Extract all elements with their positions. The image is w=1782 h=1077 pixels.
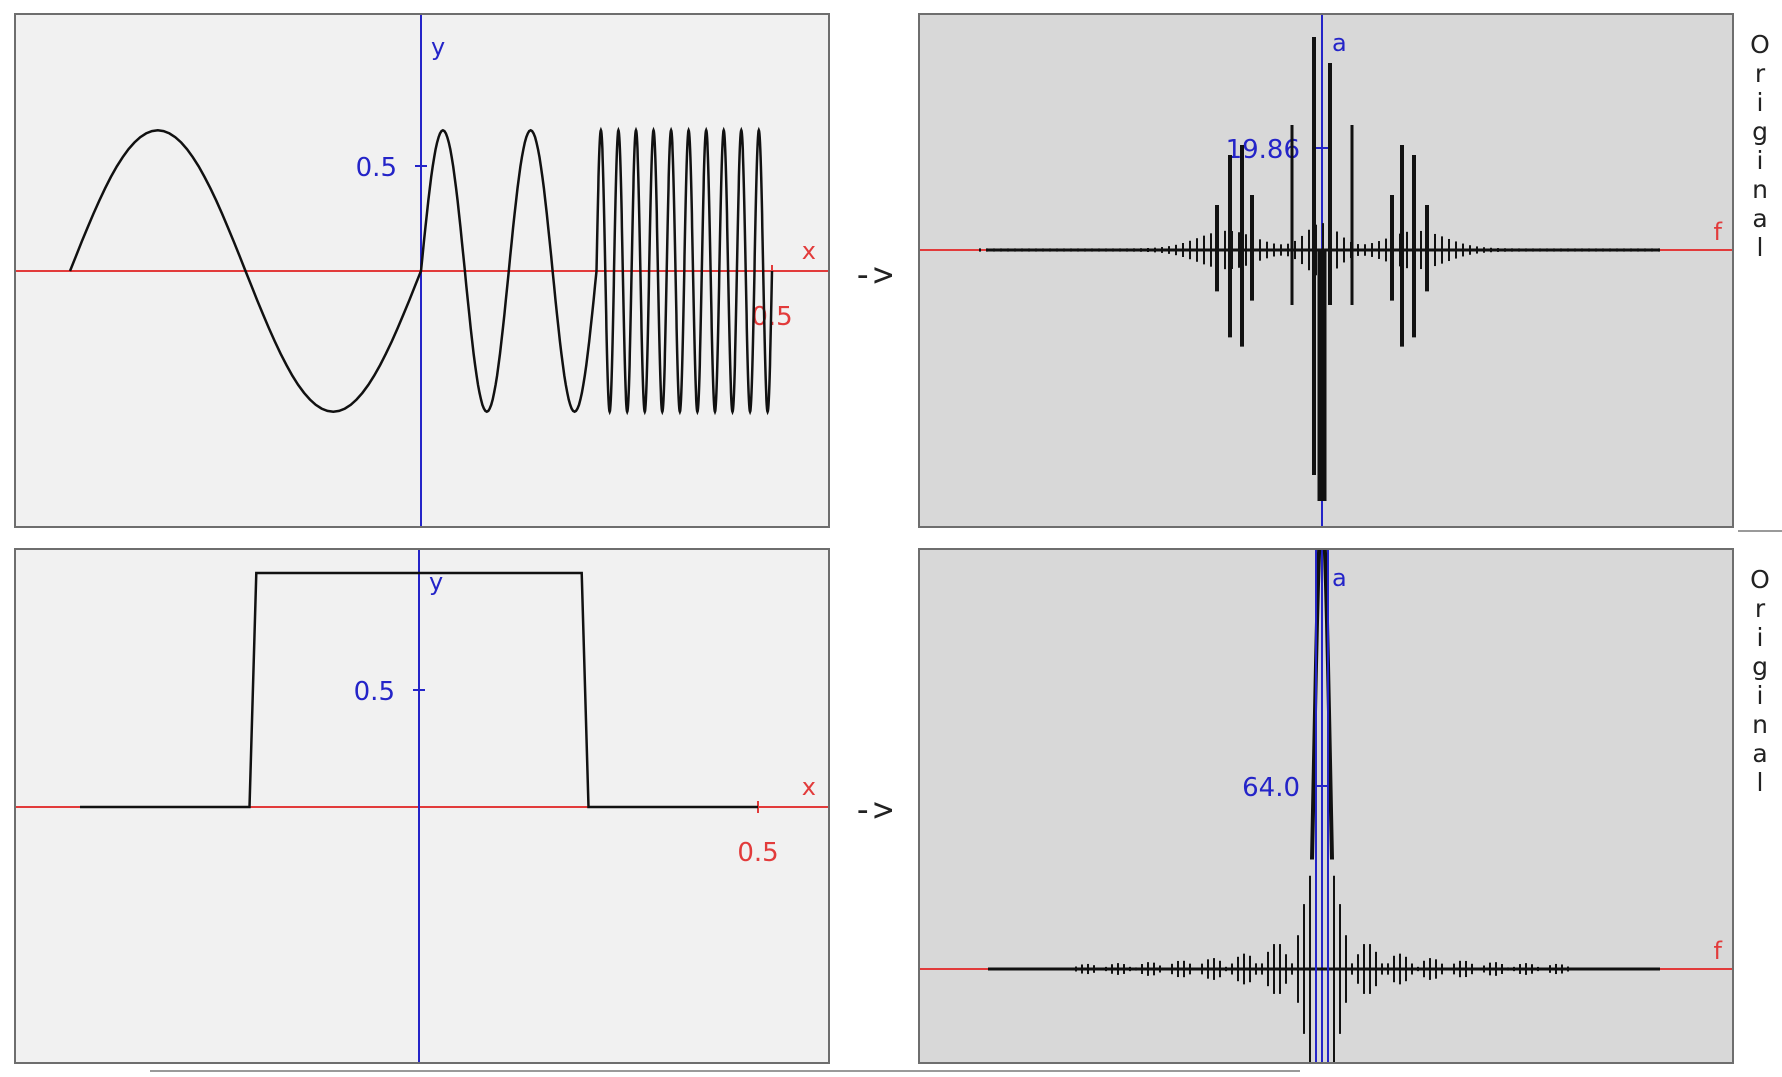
frequency-plot-pulse: 64.0 f a [918,548,1734,1064]
side-label-letter: i [1756,146,1764,175]
side-label-letter: g [1752,117,1768,146]
side-label-letter: O [1750,565,1770,594]
transform-arrow: -> [852,790,894,830]
f-axis-label: f [1714,937,1723,965]
pulse-signal-plot: 0.5 0.5 x y [16,550,828,1062]
side-label-letter: a [1752,204,1768,233]
frequency-plot-chirp: 19.86 f a [918,13,1734,528]
a-axis-label: a [1332,564,1347,592]
side-label-letter: n [1752,175,1768,204]
f-axis-label: f [1714,218,1723,246]
a-tick-label: 64.0 [1242,773,1300,803]
side-label-letter: a [1752,739,1768,768]
y-axis-label: y [431,33,445,61]
chirp-signal-plot: 0.50.5xy [16,15,828,526]
side-label-letter: l [1756,233,1764,262]
x-axis-label: x [802,773,816,801]
side-label-letter: O [1750,30,1770,59]
time-plot-chirp: 0.5 0.5 x y [14,13,830,528]
time-plot-pulse: 0.5 0.5 x y [14,548,830,1064]
bottom-scroll-strip [150,1070,1300,1077]
a-tick-label: 19.86 [1226,135,1300,165]
pulse-spectrum-plot: 64.0 f a [920,550,1732,1062]
transform-arrow: -> [852,255,894,295]
x-tick-label: 0.5 [737,838,778,868]
side-label-letter: l [1756,768,1764,797]
side-label-letter: r [1754,59,1766,88]
signal-curve [80,571,758,809]
y-tick-label: 0.5 [354,677,395,707]
side-label-letter: i [1756,623,1764,652]
side-label-letter: g [1752,652,1768,681]
side-label-letter: i [1756,681,1764,710]
y-axis-label: y [429,568,443,596]
x-axis-label: x [802,237,816,265]
signal-curve [68,126,774,416]
y-tick-label: 0.5 [356,153,397,183]
side-label-letter: r [1754,594,1766,623]
side-label-letter: i [1756,88,1764,117]
chirp-spectrum-plot: 19.86 f a [920,15,1732,526]
row-separator [1738,530,1782,532]
a-axis-label: a [1332,29,1347,57]
side-label-letter: n [1752,710,1768,739]
